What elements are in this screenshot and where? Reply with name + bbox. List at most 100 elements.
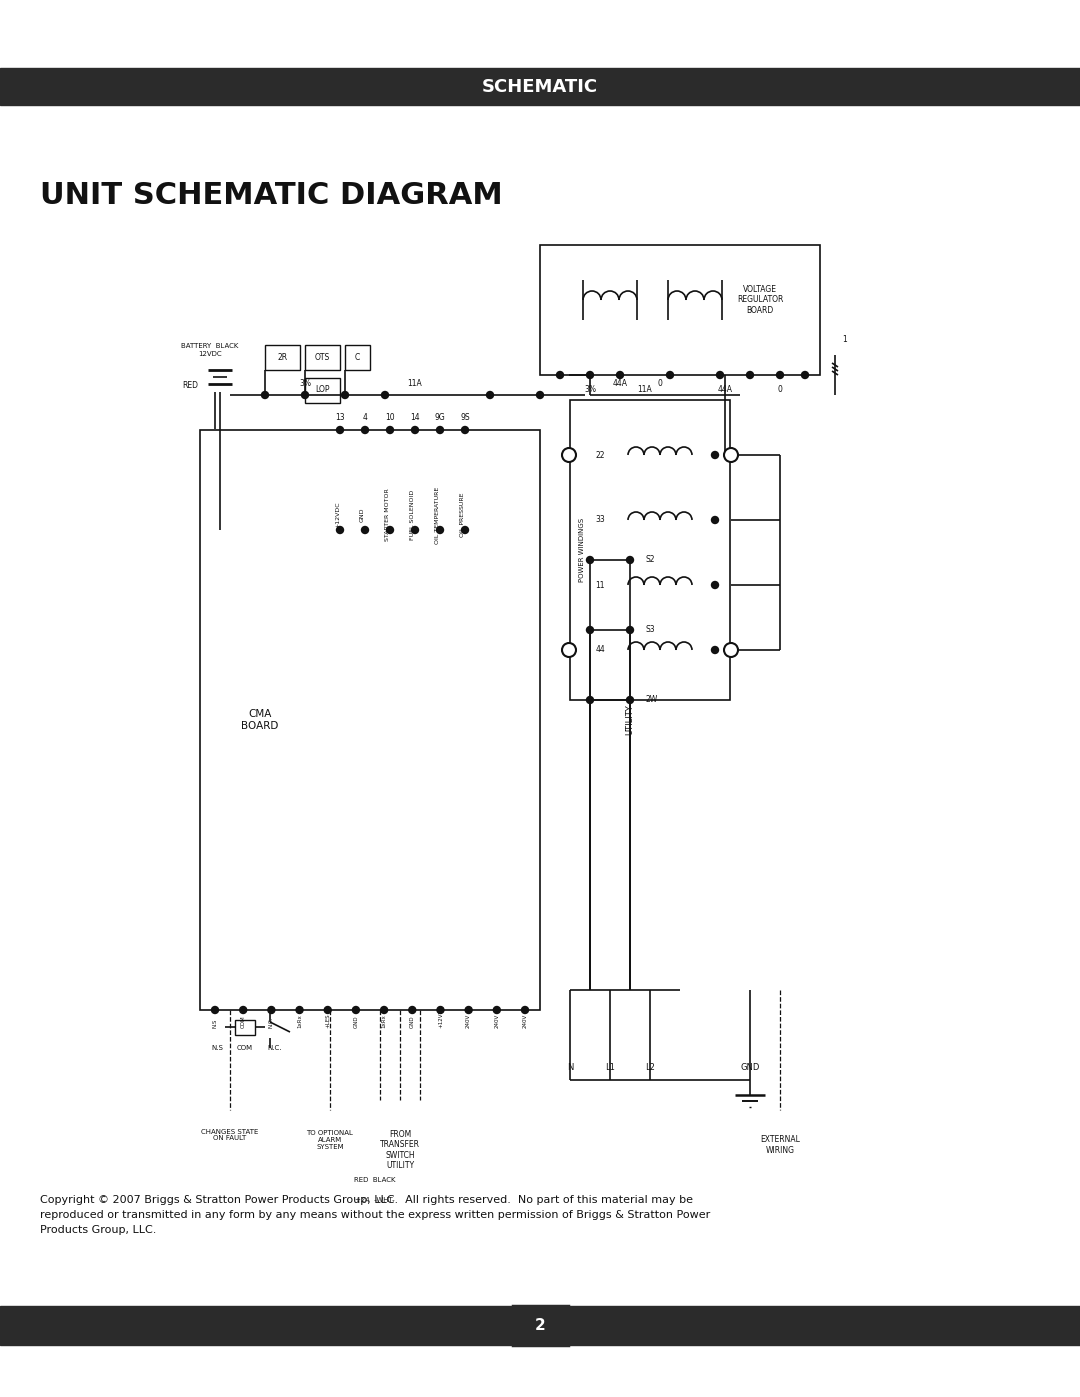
Circle shape xyxy=(712,581,718,588)
Text: 11A: 11A xyxy=(407,379,422,387)
Circle shape xyxy=(212,1006,218,1013)
Circle shape xyxy=(522,1006,528,1013)
Text: 3%: 3% xyxy=(299,379,311,387)
Circle shape xyxy=(556,372,564,379)
Circle shape xyxy=(380,1006,388,1013)
Circle shape xyxy=(387,527,393,534)
Circle shape xyxy=(724,643,738,657)
Circle shape xyxy=(494,1006,500,1013)
Text: 44: 44 xyxy=(595,645,605,655)
Circle shape xyxy=(461,527,469,534)
Circle shape xyxy=(341,391,349,398)
Text: RED: RED xyxy=(183,380,198,390)
Circle shape xyxy=(586,556,594,563)
Circle shape xyxy=(712,647,718,654)
Text: GND: GND xyxy=(409,1016,415,1028)
Bar xyxy=(305,345,340,370)
Circle shape xyxy=(411,527,419,534)
Text: LOP: LOP xyxy=(314,386,329,394)
Text: L1: L1 xyxy=(605,1063,615,1073)
Text: +12VDC: +12VDC xyxy=(438,1004,443,1028)
Circle shape xyxy=(296,1006,303,1013)
Circle shape xyxy=(562,643,576,657)
Circle shape xyxy=(626,556,634,563)
Text: UNIT SCHEMATIC DIAGRAM: UNIT SCHEMATIC DIAGRAM xyxy=(40,180,503,210)
Text: GND: GND xyxy=(353,1016,359,1028)
Text: S2: S2 xyxy=(645,556,654,564)
Circle shape xyxy=(617,372,623,379)
Bar xyxy=(513,1306,567,1345)
Circle shape xyxy=(801,372,809,379)
Text: +LES: +LES xyxy=(325,1013,330,1028)
Bar xyxy=(345,345,370,370)
Text: OIL PRESSURE: OIL PRESSURE xyxy=(460,493,465,538)
Circle shape xyxy=(301,391,309,398)
Text: N.C.: N.C. xyxy=(269,1017,274,1028)
Bar xyxy=(540,244,820,374)
Text: OTS: OTS xyxy=(314,352,329,362)
Text: +12VDC: +12VDC xyxy=(335,502,340,528)
Bar xyxy=(570,400,730,700)
Text: 2R: 2R xyxy=(278,353,287,362)
Text: N.C.: N.C. xyxy=(268,1045,282,1051)
Text: 0: 0 xyxy=(658,379,662,387)
Circle shape xyxy=(387,426,393,433)
Circle shape xyxy=(465,1006,472,1013)
Text: 11: 11 xyxy=(595,581,605,590)
Bar xyxy=(265,345,300,370)
Text: N: N xyxy=(567,1063,573,1073)
Text: 0: 0 xyxy=(778,384,782,394)
Text: UTILITY: UTILITY xyxy=(625,704,635,735)
Circle shape xyxy=(586,626,594,633)
Text: FROM
TRANSFER
SWITCH
UTILITY: FROM TRANSFER SWITCH UTILITY xyxy=(380,1130,420,1171)
Circle shape xyxy=(437,1006,444,1013)
Circle shape xyxy=(381,391,389,398)
Text: 14: 14 xyxy=(410,414,420,422)
Circle shape xyxy=(562,448,576,462)
Text: 1xRx: 1xRx xyxy=(297,1014,302,1028)
Circle shape xyxy=(352,1006,360,1013)
Text: S3: S3 xyxy=(645,626,654,634)
Bar xyxy=(200,430,540,1010)
Circle shape xyxy=(362,527,368,534)
Text: STARTER MOTOR: STARTER MOTOR xyxy=(384,489,390,542)
Circle shape xyxy=(337,426,343,433)
Text: 240V: 240V xyxy=(523,1014,527,1028)
Bar xyxy=(305,379,340,402)
Circle shape xyxy=(324,1006,332,1013)
Text: 4: 4 xyxy=(363,414,367,422)
Circle shape xyxy=(408,1006,416,1013)
Text: COM: COM xyxy=(237,1045,253,1051)
Circle shape xyxy=(362,426,368,433)
Text: 240V: 240V xyxy=(495,1014,499,1028)
Text: SCHEMATIC: SCHEMATIC xyxy=(482,77,598,95)
Text: VOLTAGE
REGULATOR
BOARD: VOLTAGE REGULATOR BOARD xyxy=(737,285,783,314)
Circle shape xyxy=(240,1006,246,1013)
Text: 11A: 11A xyxy=(637,384,652,394)
Text: BATTERY  BLACK
12VDC: BATTERY BLACK 12VDC xyxy=(181,344,239,356)
Text: CMA
BOARD: CMA BOARD xyxy=(241,710,279,731)
Text: GND: GND xyxy=(360,507,365,522)
Text: EXTERNAL
WIRING: EXTERNAL WIRING xyxy=(760,1136,800,1155)
Circle shape xyxy=(436,426,444,433)
Bar xyxy=(0,68,1080,105)
Text: 1: 1 xyxy=(842,335,848,345)
Circle shape xyxy=(411,426,419,433)
Circle shape xyxy=(712,451,718,458)
Text: 9G: 9G xyxy=(434,414,445,422)
Circle shape xyxy=(586,697,594,704)
Text: 2W: 2W xyxy=(645,696,658,704)
Circle shape xyxy=(712,517,718,524)
Text: 2: 2 xyxy=(535,1317,545,1333)
Text: 33: 33 xyxy=(595,515,605,524)
Bar xyxy=(0,1306,1080,1345)
Text: 44A: 44A xyxy=(612,379,627,387)
Circle shape xyxy=(626,626,634,633)
Text: RED  BLACK: RED BLACK xyxy=(354,1178,395,1183)
Circle shape xyxy=(268,1006,275,1013)
Text: COM: COM xyxy=(241,1016,245,1028)
Circle shape xyxy=(716,372,724,379)
Circle shape xyxy=(537,391,543,398)
Circle shape xyxy=(724,448,738,462)
Circle shape xyxy=(486,391,494,398)
